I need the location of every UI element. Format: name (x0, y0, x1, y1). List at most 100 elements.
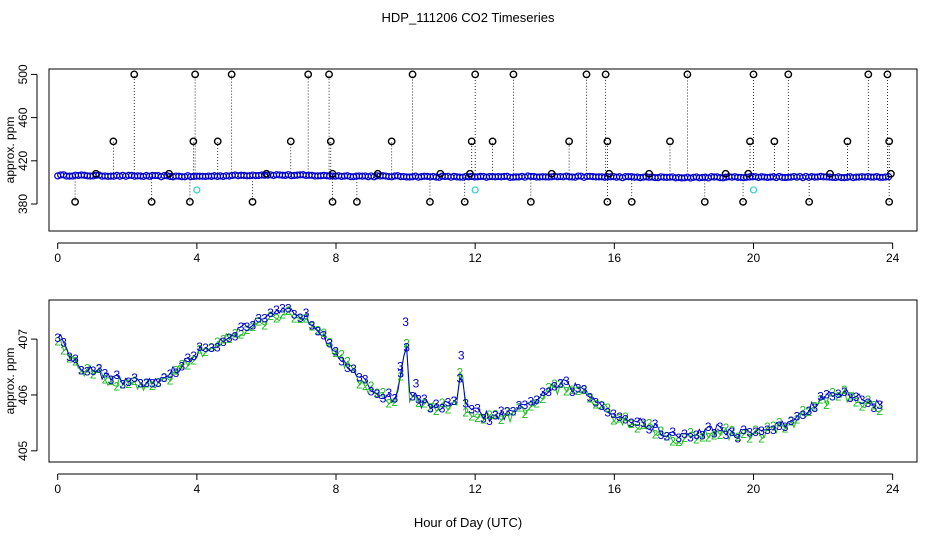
series-3-point: 3 (794, 409, 801, 423)
top-x-tick-label: 0 (54, 251, 61, 265)
series-3-point: 3 (480, 411, 487, 425)
series-2-point: 2 (817, 393, 824, 407)
series-3-point: 3 (865, 396, 872, 410)
top-y-tick-label: 420 (16, 150, 30, 170)
series-3-point: 3 (539, 385, 546, 399)
spike-point (739, 197, 747, 206)
spike-point (603, 197, 612, 206)
top-ylabel: approx. ppm (3, 117, 17, 184)
series-3-point: 3 (66, 350, 73, 364)
series-2-point: 2 (285, 304, 292, 318)
top-x-tick-label: 24 (886, 251, 900, 265)
spike-point (436, 169, 445, 178)
series-2-point: 2 (699, 431, 706, 445)
series-3-peak: 3 (413, 376, 420, 390)
series-3-point: 3 (267, 306, 274, 320)
series-3-point: 3 (823, 387, 830, 401)
series-3-point: 3 (622, 412, 629, 426)
series-2-point: 2 (320, 326, 327, 340)
series-3-point: 3 (853, 390, 860, 404)
series-2-point: 2 (451, 394, 458, 408)
series-3-point: 3 (309, 318, 316, 332)
series-2-point: 2 (184, 359, 191, 373)
spike-point (885, 197, 894, 206)
series-2-point: 2 (616, 412, 623, 426)
series-3-point: 3 (652, 417, 659, 431)
series-2-point: 2 (569, 383, 576, 397)
series-2-point: 2 (66, 352, 73, 366)
series-3-point: 3 (344, 361, 351, 375)
top-y-tick-label: 380 (16, 194, 30, 214)
spike-point (286, 137, 295, 146)
series-3-point: 3 (397, 366, 404, 380)
spike-point (645, 169, 654, 178)
series-2-point: 2 (853, 396, 860, 410)
series-3-point: 3 (776, 419, 783, 433)
series-2-point: 2 (545, 380, 552, 394)
series-3-point: 3 (498, 404, 505, 418)
bottom-y-tick-label: 406 (16, 385, 30, 405)
series-3-point: 3 (167, 367, 174, 381)
top-y-tick-label: 460 (16, 107, 30, 127)
series-2-point: 2 (415, 396, 422, 410)
series-2-point: 2 (386, 397, 393, 411)
series-3-point: 3 (527, 395, 534, 409)
series-3-line (57, 307, 884, 440)
series-3-point: 3 (409, 390, 416, 404)
series-3-point: 3 (297, 311, 304, 325)
series-2-point: 2 (427, 400, 434, 414)
spike-point (582, 70, 591, 79)
series-3-point: 3 (108, 373, 115, 387)
bottom-plot-frame (48, 299, 918, 463)
series-2-point: 2 (522, 407, 529, 421)
series-2-point: 2 (196, 343, 203, 357)
series-3-point: 3 (634, 415, 641, 429)
series-2-point: 2 (587, 391, 594, 405)
series-2-point: 2 (439, 396, 446, 410)
series-3-point: 3 (841, 385, 848, 399)
spike-point (666, 137, 674, 146)
series-2-point: 2 (675, 435, 682, 449)
series-2-point: 2 (681, 431, 688, 445)
spike-point (328, 169, 337, 178)
spike-point (387, 137, 396, 146)
series-2-point: 2 (800, 403, 807, 417)
top-y-tick-label: 500 (16, 64, 30, 84)
bottom-x-tick-label: 4 (194, 482, 201, 496)
series-3-point: 3 (770, 423, 777, 437)
series-3-point: 3 (155, 376, 162, 390)
series-3-point: 3 (161, 371, 168, 385)
series-3-point: 3 (510, 404, 517, 418)
cyan-point (471, 186, 479, 194)
series-3-point: 3 (244, 320, 251, 334)
series-3-point: 3 (320, 328, 327, 342)
spike-point (547, 169, 556, 178)
series-3-point: 3 (687, 431, 694, 445)
spike-point (304, 70, 313, 79)
series-3-point: 3 (669, 425, 676, 439)
series-3-point: 3 (60, 336, 67, 350)
series-3-point: 3 (451, 394, 458, 408)
series-2-point: 2 (788, 415, 795, 429)
series-3-point: 3 (119, 378, 126, 392)
series-2-point: 2 (131, 374, 138, 388)
spike-point (605, 169, 614, 178)
spike-point (227, 70, 236, 79)
series-3-point: 3 (250, 318, 257, 332)
top-x-tick-label: 4 (194, 251, 201, 265)
bottom-x-tick-label: 20 (747, 482, 761, 496)
series-2-point: 2 (794, 412, 801, 426)
series-2-point: 2 (693, 432, 700, 446)
series-3-point: 3 (143, 376, 150, 390)
bottom-axes: 0 4 8 12 16 20 24 405 406 407 (16, 329, 900, 496)
series-3-point: 3 (386, 386, 393, 400)
series-3-point: 3 (711, 427, 718, 441)
chart-title: HDP_111206 CO2 Timeseries (382, 10, 555, 25)
series-2-point: 2 (344, 354, 351, 368)
series-3-point: 3 (800, 408, 807, 422)
series-2-point: 2 (119, 378, 126, 392)
series-3-point: 3 (693, 428, 700, 442)
series-2-point: 2 (167, 374, 174, 388)
series-3-point: 3 (876, 398, 883, 412)
